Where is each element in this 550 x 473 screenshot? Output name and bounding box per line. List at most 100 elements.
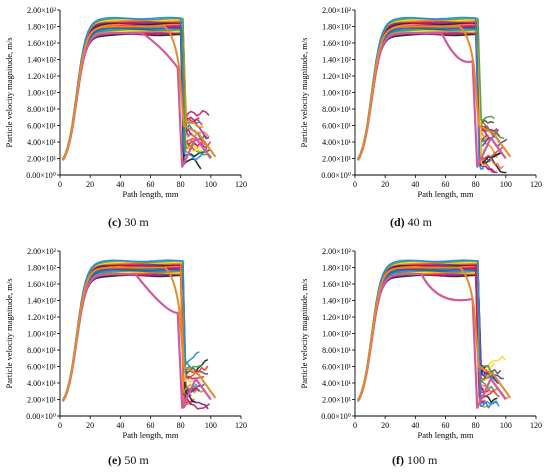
chart-panel-1: 0.00×10⁰ 2.00×10¹ 4.00×10¹ 6.00×10¹ 8.00×10¹…: [299, 6, 542, 199]
x-tick-label: 60: [147, 421, 155, 430]
y-tick-label: 0.00×10⁰: [26, 171, 56, 180]
y-tick-label: 6.00×10¹: [322, 122, 352, 131]
particle-track: [62, 263, 190, 401]
x-tick-label: 0: [58, 421, 62, 430]
y-axis-label: Particle velocity magnitude, m/s: [4, 37, 14, 147]
particle-track: [62, 272, 190, 409]
x-tick-label: 40: [411, 421, 419, 430]
x-tick-label: 60: [442, 180, 450, 189]
caption-c-letter: (c): [108, 215, 122, 229]
x-axis-label: Path length, mm: [123, 189, 179, 199]
particle-track: [357, 18, 484, 167]
x-tick-label: 120: [530, 421, 542, 430]
x-tick-label: 80: [472, 421, 480, 430]
caption-f-letter: (f): [392, 453, 404, 467]
particle-track-orange: [62, 25, 217, 161]
x-tick-label: 40: [411, 180, 419, 189]
y-tick-label: 1.60×10²: [27, 280, 57, 289]
particle-track: [62, 270, 192, 402]
y-tick-label: 1.40×10²: [27, 297, 57, 306]
x-tick-label: 120: [530, 180, 542, 189]
caption-d-letter: (d): [390, 215, 405, 229]
y-axis-label: Particle velocity magnitude, m/s: [299, 278, 309, 388]
x-tick-label: 80: [472, 180, 480, 189]
particle-track-orange: [357, 25, 512, 161]
x-tick-label: 80: [177, 421, 185, 430]
y-tick-label: 8.00×10¹: [27, 346, 57, 355]
caption-d: (d) 40 m: [390, 215, 432, 230]
particle-track: [62, 17, 188, 159]
x-axis-label: Path length, mm: [418, 430, 474, 440]
y-tick-label: 1.40×10²: [27, 56, 57, 65]
particle-track: [62, 25, 194, 161]
y-tick-label: 1.00×10²: [27, 330, 57, 339]
caption-f-text: 100 m: [404, 453, 438, 467]
particle-track-highlight: [357, 32, 507, 168]
particle-track: [357, 24, 488, 161]
y-tick-label: 0.00×10⁰: [321, 171, 351, 180]
y-tick-label: 1.80×10²: [322, 264, 352, 273]
x-axis-label: Path length, mm: [123, 430, 179, 440]
tracks: [62, 259, 217, 410]
y-tick-label: 4.00×10¹: [27, 138, 57, 147]
y-tick-label: 0.00×10⁰: [26, 412, 56, 421]
particle-track-highlight: [357, 273, 507, 409]
y-tick-label: 4.00×10¹: [27, 379, 57, 388]
tracks: [357, 16, 512, 174]
x-tick-label: 0: [353, 180, 357, 189]
x-axis-label: Path length, mm: [418, 189, 474, 199]
x-tick-label: 20: [86, 180, 94, 189]
x-tick-label: 120: [235, 421, 247, 430]
caption-d-text: 40 m: [404, 215, 433, 229]
tracks: [62, 16, 217, 170]
particle-track: [357, 263, 485, 402]
particle-track: [357, 264, 488, 401]
x-tick-label: 20: [86, 421, 94, 430]
y-tick-label: 2.00×10¹: [27, 396, 57, 405]
particle-track: [357, 29, 485, 161]
particle-track: [357, 265, 486, 404]
y-tick-label: 8.00×10¹: [322, 346, 352, 355]
particle-track: [357, 272, 486, 402]
y-tick-label: 6.00×10¹: [27, 363, 57, 372]
y-tick-label: 1.00×10²: [27, 89, 57, 98]
y-tick-label: 1.60×10²: [27, 39, 57, 48]
particle-track: [62, 267, 192, 406]
caption-e-letter: (e): [108, 453, 122, 467]
x-tick-label: 40: [116, 180, 124, 189]
x-tick-label: 100: [500, 180, 512, 189]
x-tick-label: 60: [442, 421, 450, 430]
caption-f: (f) 100 m: [392, 453, 437, 468]
y-tick-label: 0.00×10⁰: [321, 412, 351, 421]
y-axis-label: Particle velocity magnitude, m/s: [299, 37, 309, 147]
x-tick-label: 0: [58, 180, 62, 189]
x-tick-label: 100: [500, 421, 512, 430]
y-tick-label: 6.00×10¹: [27, 122, 57, 131]
tracks: [357, 259, 512, 409]
particle-track: [357, 266, 493, 402]
particle-track: [357, 16, 485, 170]
x-tick-label: 100: [205, 180, 217, 189]
y-tick-label: 4.00×10¹: [322, 379, 352, 388]
y-tick-label: 2.00×10¹: [27, 155, 57, 164]
caption-c-text: 30 m: [121, 215, 149, 229]
particle-track-orange: [357, 266, 512, 402]
x-tick-label: 40: [116, 421, 124, 430]
y-tick-label: 2.00×10¹: [322, 396, 352, 405]
chart-panel-3: 0.00×10⁰ 2.00×10¹ 4.00×10¹ 6.00×10¹ 8.00×10¹…: [299, 247, 542, 440]
y-tick-label: 1.00×10²: [322, 89, 352, 98]
y-tick-label: 2.00×10²: [27, 247, 57, 256]
y-tick-label: 1.60×10²: [322, 39, 352, 48]
x-tick-label: 60: [147, 180, 155, 189]
y-axis-label: Particle velocity magnitude, m/s: [4, 278, 14, 388]
y-tick-label: 1.80×10²: [27, 23, 57, 32]
x-tick-label: 80: [177, 180, 185, 189]
particle-track: [62, 21, 192, 160]
y-tick-label: 4.00×10¹: [322, 138, 352, 147]
y-tick-label: 6.00×10¹: [322, 363, 352, 372]
particle-track: [62, 264, 196, 403]
particle-track-orange: [62, 266, 217, 402]
y-tick-label: 1.60×10²: [322, 280, 352, 289]
chart-panel-0: 0.00×10⁰ 2.00×10¹ 4.00×10¹ 6.00×10¹ 8.00×10¹…: [4, 6, 247, 199]
